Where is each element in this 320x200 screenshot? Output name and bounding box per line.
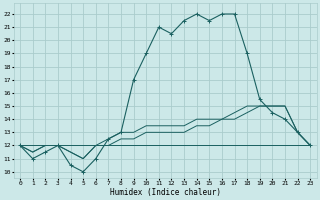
X-axis label: Humidex (Indice chaleur): Humidex (Indice chaleur) [110,188,220,197]
